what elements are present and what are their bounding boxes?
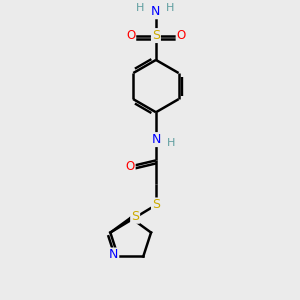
Text: S: S (152, 29, 160, 42)
Text: O: O (177, 29, 186, 42)
Text: H: H (167, 138, 176, 148)
Text: S: S (152, 199, 160, 212)
Text: N: N (152, 133, 161, 146)
Text: O: O (126, 29, 135, 42)
Text: O: O (125, 160, 135, 173)
Text: H: H (166, 3, 174, 13)
Text: N: N (151, 5, 160, 18)
Text: S: S (131, 210, 139, 223)
Text: N: N (109, 248, 118, 262)
Text: H: H (136, 3, 145, 13)
